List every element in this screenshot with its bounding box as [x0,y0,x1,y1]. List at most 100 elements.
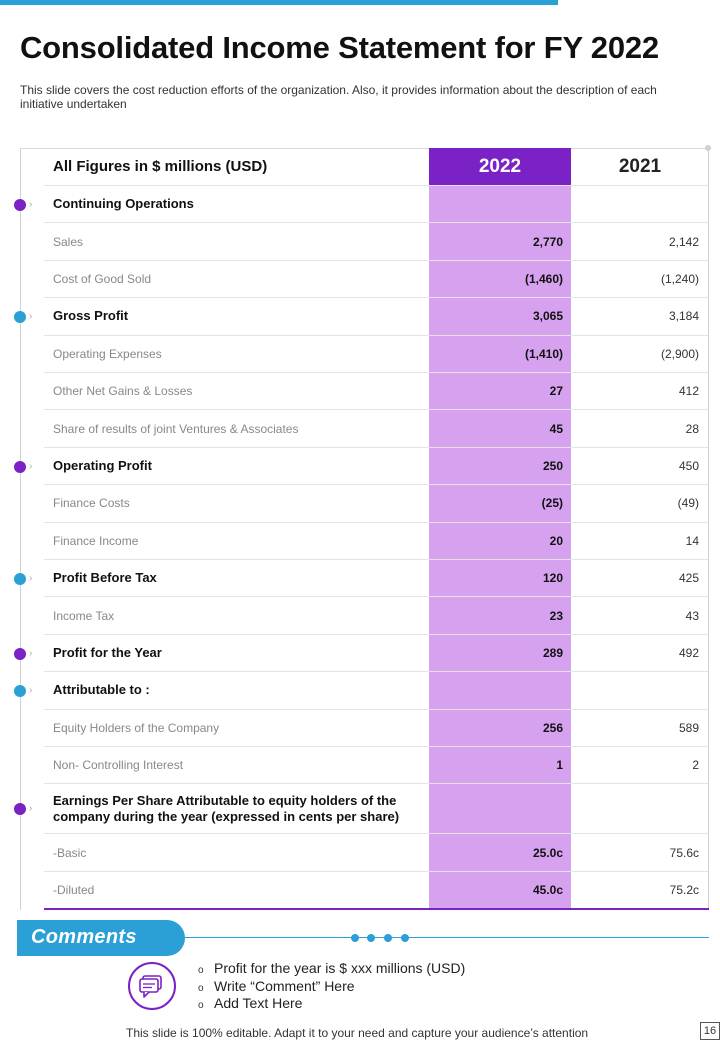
row-label: Finance Costs [53,496,130,511]
row-label: -Basic [53,845,87,860]
chevron-right-icon: › [29,803,33,815]
value-2021: 2,142 [668,234,699,249]
chevron-right-icon: › [29,310,33,322]
value-2021 [571,672,709,708]
table-row: Earnings Per Share Attributable to equit… [44,784,709,835]
value-2022: 20 [549,533,563,548]
chat-bubbles-icon [128,962,176,1010]
table-header-2022: 2022 [478,155,522,177]
value-2022: 1 [556,758,563,773]
value-2022: 23 [549,608,563,623]
value-2022: 45 [549,421,563,436]
value-2021: 14 [685,533,699,548]
table-row: Operating Expenses (1,410) (2,900) [44,336,709,373]
value-2021: 412 [678,384,699,399]
decor-dot [367,934,375,942]
value-2022: 3,065 [532,309,563,324]
value-2021: 589 [678,720,699,735]
value-2022: 250 [542,458,563,473]
comment-item: o Profit for the year is $ xxx millions (… [198,960,466,976]
row-label: Equity Holders of the Company [53,720,220,735]
chevron-right-icon: › [29,198,33,210]
row-label: Continuing Operations [53,196,194,212]
table-row: -Basic 25.0c 75.6c [44,834,709,872]
decor-dot [384,934,392,942]
table-row: Share of results of joint Ventures & Ass… [44,410,709,448]
section-marker-dot [14,647,26,660]
page-number: 16 [700,1022,720,1040]
table-bottom-rule [44,908,709,910]
section-marker-dot [14,572,26,585]
value-2022: 27 [549,384,563,399]
row-label: Profit Before Tax [53,570,157,586]
value-2021: 75.2c [669,882,699,897]
row-label: -Diluted [53,882,95,897]
section-marker-dot [14,198,26,211]
row-label: Income Tax [53,608,115,623]
table-row: Non- Controlling Interest 1 2 [44,747,709,785]
table-row: Equity Holders of the Company 256 589 [44,710,709,747]
value-2022: (1,410) [524,346,563,361]
section-marker-dot [14,684,26,697]
table-header-label: All Figures in $ millions (USD) [53,157,268,175]
value-2022: 120 [542,571,563,586]
value-2021: (1,240) [660,271,699,286]
value-2022: 25.0c [532,845,563,860]
decor-dot [351,934,359,942]
value-2022: (1,460) [524,271,563,286]
row-label: Cost of Good Sold [53,271,152,286]
table-row: -Diluted 45.0c 75.2c [44,872,709,910]
value-2022 [429,784,571,833]
comment-item: o Add Text Here [198,995,303,1011]
value-2022: 45.0c [532,882,563,897]
value-2021: (2,900) [660,346,699,361]
value-2021: 28 [685,421,699,436]
chevron-right-icon: › [29,572,33,584]
value-2022: 256 [542,720,563,735]
column-2022-header-bg [429,148,571,186]
row-label: Profit for the Year [53,644,162,660]
value-2022 [429,186,571,222]
table-row: Profit Before Tax 120 425 [44,560,709,598]
section-marker-dot [14,310,26,323]
chevron-right-icon: › [29,684,33,696]
table-row: Cost of Good Sold (1,460) (1,240) [44,261,709,299]
value-2021: 43 [685,608,699,623]
value-2022 [429,672,571,708]
footer-note: This slide is 100% editable. Adapt it to… [126,1026,589,1040]
value-2021: 450 [678,458,699,473]
table-header-2021: 2021 [618,155,662,177]
table-row: Continuing Operations [44,186,709,224]
row-label: Sales [53,234,84,249]
row-label: Finance Income [53,533,139,548]
row-label: Other Net Gains & Losses [53,384,193,399]
column-2022-highlight [429,148,571,910]
decor-dot [401,934,409,942]
row-label: Gross Profit [53,308,129,324]
table-row: Attributable to : [44,672,709,710]
comment-item: o Write “Comment” Here [198,977,355,994]
value-2022: 289 [542,645,563,660]
row-label: Operating Expenses [53,346,162,361]
value-2022: 2,770 [532,234,563,249]
value-2021: (49) [677,496,699,511]
value-2021: 75.6c [669,845,699,860]
value-2022: (25) [541,496,563,511]
value-2021: 425 [678,571,699,586]
value-2021: 3,184 [668,309,699,324]
page-title: Consolidated Income Statement for FY 202… [20,30,659,65]
table-row: Finance Income 20 14 [44,523,709,560]
section-marker-dot [14,460,26,473]
section-marker-dot [14,803,26,816]
table-row: Other Net Gains & Losses 27 412 [44,373,709,411]
value-2021: 492 [678,645,699,660]
row-label: Share of results of joint Ventures & Ass… [53,421,299,436]
value-2021: 2 [692,758,699,773]
chevron-right-icon: › [29,460,33,472]
table-row: Income Tax 23 43 [44,597,709,635]
row-label: Earnings Per Share Attributable to equit… [53,792,400,824]
table-row: Operating Profit 250 450 [44,448,709,486]
page-subtitle: This slide covers the cost reduction eff… [20,83,657,111]
table-row: Gross Profit 3,065 3,184 [44,298,709,336]
table-row: Finance Costs (25) (49) [44,485,709,523]
